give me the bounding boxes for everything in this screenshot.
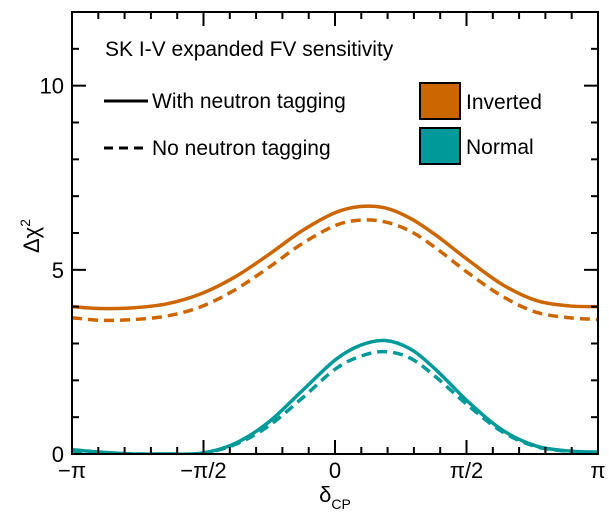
legend-label-no-tagging: No neutron tagging: [152, 137, 331, 160]
x-tick-label: −π: [58, 458, 86, 483]
series-line-normal-with-tagging: [72, 338, 598, 454]
series-line-inverted-no-tagging: [72, 218, 598, 323]
legend-label-normal: Normal: [466, 136, 534, 159]
chart-title: SK I-V expanded FV sensitivity: [105, 38, 394, 61]
series-layer: [72, 204, 598, 454]
x-axis-label: δCP: [319, 482, 351, 512]
legend-swatch-inverted: [419, 82, 461, 120]
y-tick-label: 0: [52, 442, 64, 467]
y-tick-label: 5: [52, 258, 64, 283]
y-axis-label: Δχ2: [17, 219, 44, 253]
x-tick-label: 0: [329, 458, 341, 483]
x-tick-label: π/2: [450, 458, 484, 483]
series-line-normal-no-tagging: [72, 349, 598, 454]
x-tick-label: π: [590, 458, 605, 483]
plot-frame: [71, 11, 599, 455]
x-tick-label: −π/2: [180, 458, 226, 483]
legend: With neutron tagging No neutron tagging …: [104, 82, 542, 165]
legend-label-inverted: Inverted: [466, 91, 542, 114]
series-line-inverted-with-tagging: [72, 204, 598, 311]
tick-layer: −π −π/2 0 π/2 π 0 5 10: [40, 11, 606, 483]
legend-swatch-normal: [419, 127, 461, 165]
y-tick-label: 10: [40, 74, 64, 99]
legend-label-with-tagging: With neutron tagging: [152, 90, 346, 113]
